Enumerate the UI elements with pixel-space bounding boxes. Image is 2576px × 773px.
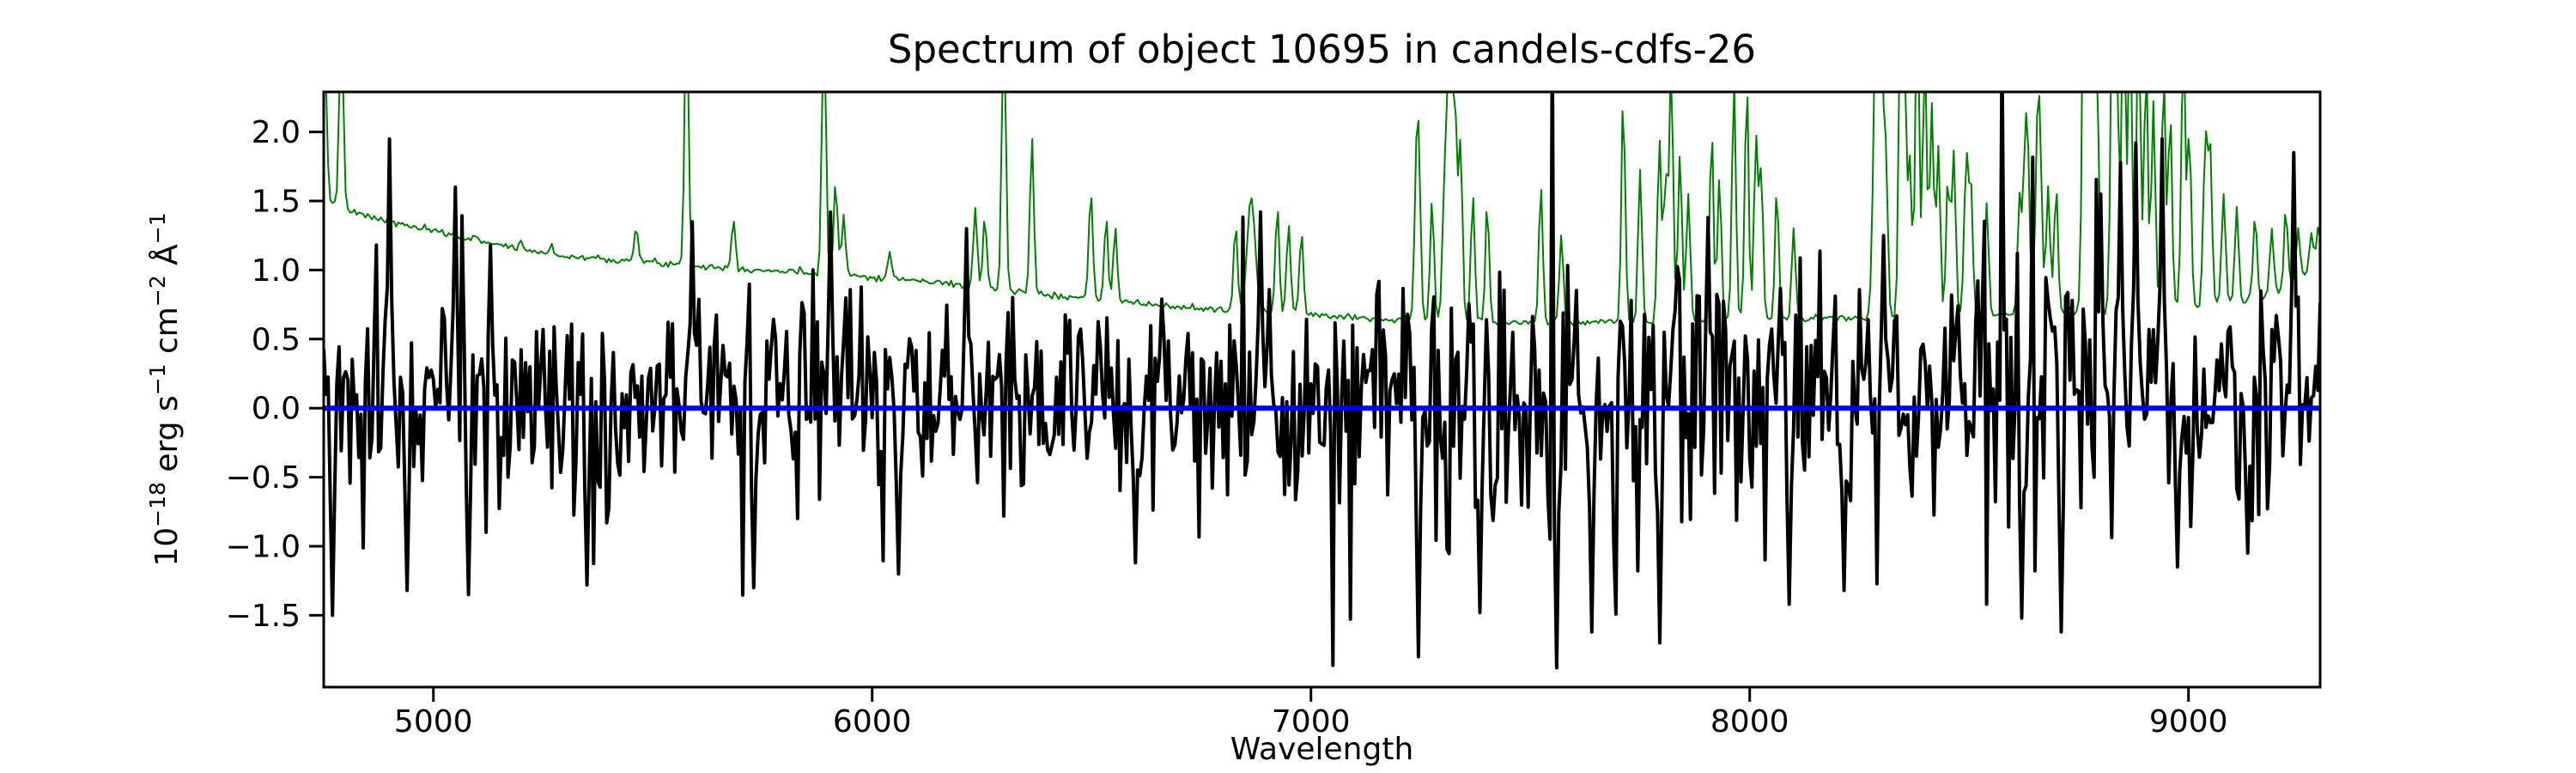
y-tick-label: −1.0: [226, 529, 301, 564]
y-tick-label: −0.5: [226, 460, 301, 496]
y-tick-label: 1.5: [252, 185, 301, 220]
y-tick-label: 0.0: [252, 392, 301, 427]
x-axis-ticks: 5000 6000 7000 8000 9000: [394, 687, 2228, 740]
y-axis-label: 10−18 erg s−1 cm−2 Å−1: [145, 212, 185, 566]
chart-title: Spectrum of object 10695 in candels-cdfs…: [888, 27, 1756, 72]
y-tick-label: 1.0: [252, 253, 301, 289]
x-tick-label: 9000: [2149, 704, 2228, 740]
x-tick-label: 5000: [394, 704, 473, 740]
x-tick-label: 7000: [1272, 704, 1351, 740]
y-axis-ticks: 2.0 1.5 1.0 0.5 0.0 −0.5 −1.0 −1.5: [226, 115, 324, 634]
series-group: [324, 92, 2320, 670]
x-tick-label: 8000: [1710, 704, 1789, 740]
y-tick-label: 0.5: [252, 322, 301, 357]
y-tick-label: −1.5: [226, 599, 301, 634]
error-spectrum-line: [325, 92, 2320, 327]
x-tick-label: 6000: [833, 704, 912, 740]
plot-border: [322, 90, 2322, 689]
y-tick-label: 2.0: [252, 115, 301, 150]
x-axis-label: Wavelength: [1230, 732, 1414, 767]
flux-spectrum-line: [324, 92, 2320, 670]
